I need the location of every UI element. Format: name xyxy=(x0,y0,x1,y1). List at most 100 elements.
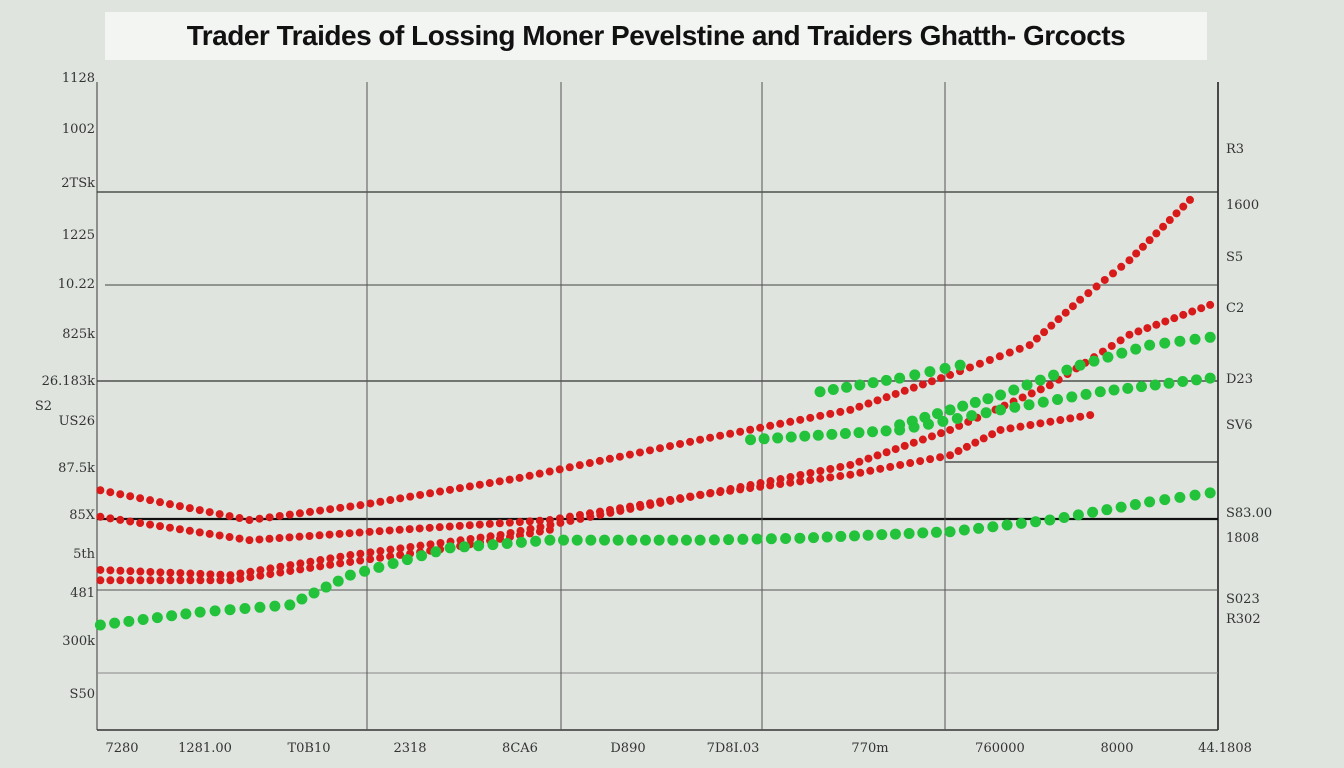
data-point xyxy=(1008,384,1020,396)
data-point xyxy=(1068,302,1077,311)
x-tick-label: 760000 xyxy=(975,741,1025,756)
y-tick-label-right: R3 xyxy=(1226,142,1244,157)
data-point xyxy=(515,517,524,526)
data-point xyxy=(445,522,454,531)
data-point xyxy=(1197,304,1206,313)
data-point xyxy=(1174,491,1186,503)
data-point xyxy=(1056,416,1065,425)
data-point xyxy=(816,474,825,483)
data-point xyxy=(386,496,395,505)
data-point xyxy=(1015,517,1027,529)
x-tick-label: 1281.00 xyxy=(178,741,232,756)
data-point xyxy=(284,599,296,611)
data-point xyxy=(864,454,873,463)
data-point xyxy=(1138,242,1147,251)
data-point xyxy=(265,513,274,522)
data-point xyxy=(586,512,595,521)
data-point xyxy=(666,442,675,451)
data-point xyxy=(146,520,155,529)
x-tick-label: D890 xyxy=(610,741,645,756)
data-point xyxy=(827,383,839,395)
data-point xyxy=(786,478,795,487)
data-point xyxy=(1086,411,1095,420)
data-point xyxy=(1135,381,1147,393)
data-point xyxy=(1116,347,1128,359)
y-tick-label-right: S83.00 xyxy=(1226,506,1272,521)
data-point xyxy=(655,444,664,453)
data-point xyxy=(1170,314,1179,323)
data-point xyxy=(924,366,936,378)
data-point xyxy=(194,606,206,618)
data-point xyxy=(406,543,415,552)
data-point xyxy=(405,525,414,534)
data-point xyxy=(375,527,384,536)
data-point xyxy=(1129,498,1141,510)
data-point xyxy=(836,472,845,481)
data-point xyxy=(1032,334,1041,343)
data-point xyxy=(295,532,304,541)
data-point xyxy=(556,518,565,527)
data-point xyxy=(1204,487,1216,499)
data-point xyxy=(864,399,873,408)
data-point xyxy=(485,519,494,528)
chart-title: Trader Traides of Lossing Moner Pevelsti… xyxy=(186,20,1126,51)
data-point xyxy=(616,506,625,515)
data-point xyxy=(867,377,879,389)
data-point xyxy=(335,529,344,538)
data-point xyxy=(625,450,634,459)
data-point xyxy=(746,481,755,490)
data-point xyxy=(975,359,984,368)
data-point xyxy=(356,556,365,565)
data-point xyxy=(235,514,244,523)
data-point xyxy=(1066,391,1078,403)
data-point xyxy=(558,534,570,546)
data-point xyxy=(980,407,992,419)
data-point xyxy=(1076,295,1085,304)
data-point xyxy=(1030,516,1042,528)
data-point xyxy=(355,528,364,537)
data-point xyxy=(606,508,615,517)
data-point xyxy=(706,433,715,442)
data-point xyxy=(416,541,425,550)
data-point xyxy=(585,534,597,546)
data-point xyxy=(1009,401,1021,413)
data-point xyxy=(395,525,404,534)
data-point xyxy=(696,435,705,444)
data-point xyxy=(882,393,891,402)
data-point xyxy=(645,446,654,455)
data-point xyxy=(175,525,184,534)
data-point xyxy=(316,562,325,571)
data-point xyxy=(1080,388,1092,400)
data-point xyxy=(366,555,375,564)
data-point xyxy=(225,512,234,521)
data-point xyxy=(136,576,145,585)
data-point xyxy=(756,423,765,432)
data-point xyxy=(146,576,155,585)
data-point xyxy=(1125,330,1134,339)
data-point xyxy=(766,421,775,430)
chart-title-box: Trader Traides of Lossing Moner Pevelsti… xyxy=(105,12,1207,60)
data-point xyxy=(814,386,826,398)
data-point xyxy=(918,435,927,444)
data-point xyxy=(954,359,966,371)
data-point xyxy=(799,430,811,442)
data-point xyxy=(376,497,385,506)
data-point xyxy=(880,374,892,386)
data-point xyxy=(387,557,399,569)
data-point xyxy=(957,400,969,412)
data-point xyxy=(545,467,554,476)
data-point xyxy=(937,415,949,427)
data-point xyxy=(1036,419,1045,428)
data-point xyxy=(346,557,355,566)
data-point xyxy=(109,617,121,629)
data-point xyxy=(386,545,395,554)
data-point xyxy=(116,490,125,499)
data-point xyxy=(116,515,125,524)
data-point xyxy=(206,576,215,585)
data-point xyxy=(436,538,445,547)
data-point xyxy=(855,457,864,466)
data-point xyxy=(305,531,314,540)
data-point xyxy=(756,479,765,488)
data-point xyxy=(126,576,135,585)
data-point xyxy=(927,377,936,386)
